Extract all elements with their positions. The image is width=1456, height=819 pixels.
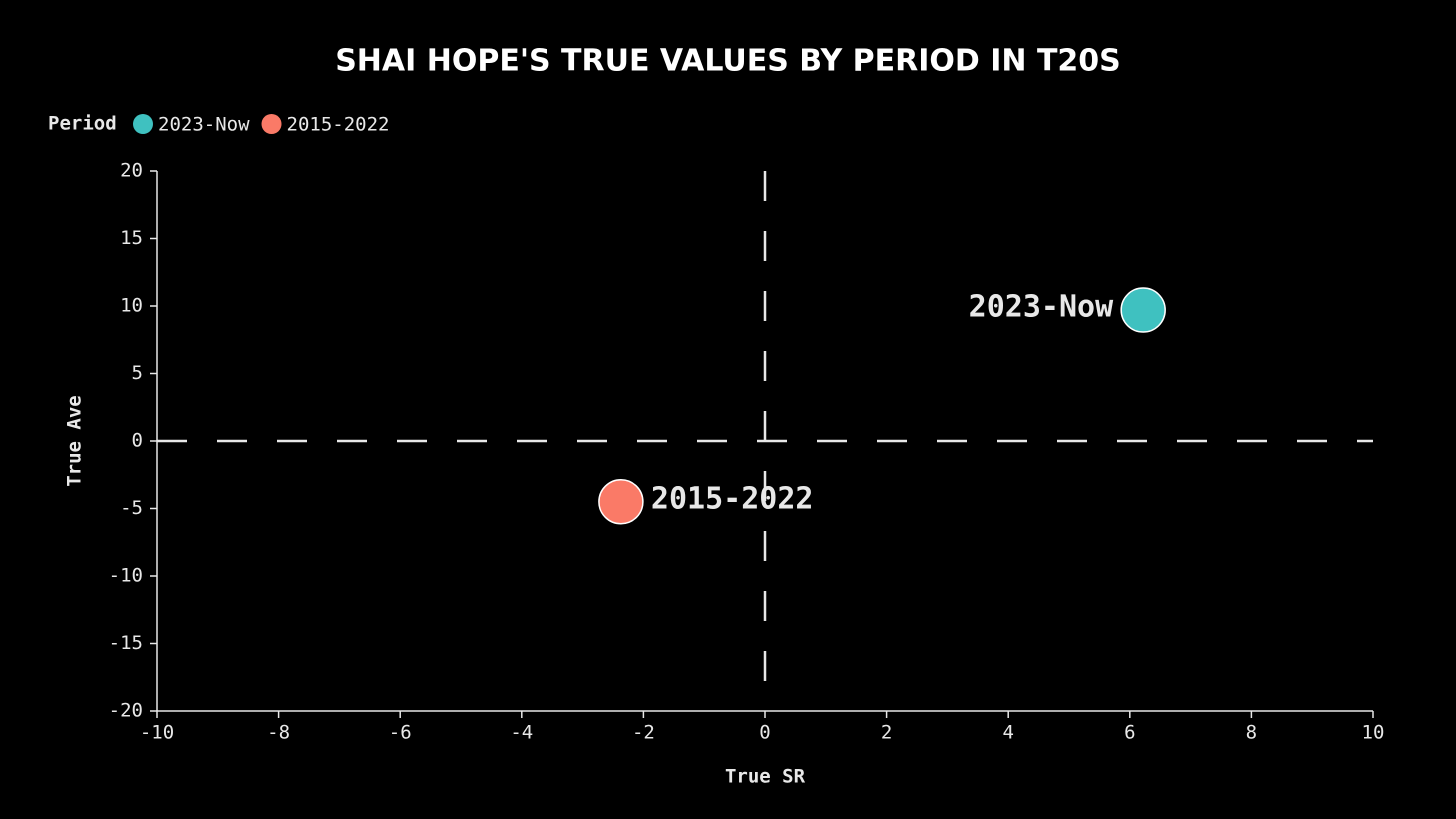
y-tick-label: -5: [120, 497, 143, 519]
x-tick-label: -4: [510, 722, 533, 744]
y-tick-label: -20: [109, 700, 143, 722]
y-tick-label: -10: [109, 565, 143, 587]
legend-marker: [133, 114, 153, 134]
y-tick-label: 0: [132, 430, 143, 452]
y-tick-label: 5: [132, 362, 143, 384]
legend-title: Period: [48, 113, 117, 135]
legend-label: 2015-2022: [287, 114, 390, 136]
x-tick-label: 4: [1002, 722, 1013, 744]
y-tick-label: 15: [120, 227, 143, 249]
point: [1120, 287, 1166, 333]
x-tick-label: -10: [140, 722, 174, 744]
x-tick-label: -8: [267, 722, 290, 744]
x-tick-label: 8: [1246, 722, 1257, 744]
legend-label: 2023-Now: [158, 114, 250, 136]
y-tick-label: 20: [120, 160, 143, 182]
point: [598, 479, 644, 525]
chart-title: SHAI HOPE'S TRUE VALUES BY PERIOD IN T20…: [335, 44, 1121, 79]
x-tick-label: -2: [632, 722, 655, 744]
y-tick-label: 10: [120, 295, 143, 317]
x-axis-label: True SR: [725, 766, 806, 788]
point-label: 2023-Now: [969, 290, 1114, 325]
y-tick-label: -15: [109, 632, 143, 654]
x-tick-label: 10: [1362, 722, 1385, 744]
x-tick-label: 6: [1124, 722, 1135, 744]
y-axis-label: True Ave: [64, 395, 86, 487]
legend-marker: [261, 114, 282, 134]
x-tick-label: 0: [759, 722, 770, 744]
x-tick-label: -6: [389, 722, 412, 744]
x-tick-label: 2: [881, 722, 892, 744]
point-label: 2015-2022: [651, 481, 814, 516]
